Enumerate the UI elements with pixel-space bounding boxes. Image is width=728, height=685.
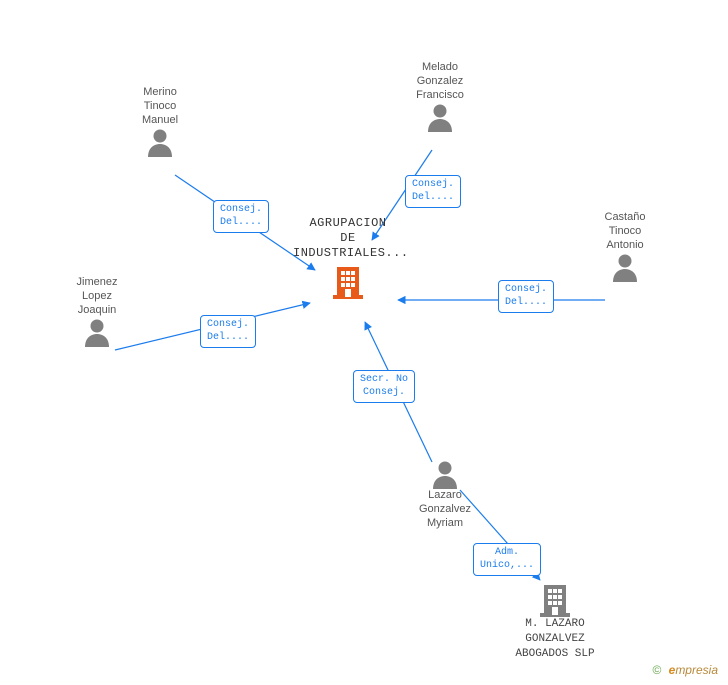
footer-credit: © empresia xyxy=(652,663,718,677)
edge-label-merino-center[interactable]: Consej. Del.... xyxy=(213,200,269,233)
diagram-canvas: AGRUPACION DE INDUSTRIALES... Merino Tino… xyxy=(0,0,728,685)
edge-label-lazaro-center[interactable]: Secr. No Consej. xyxy=(353,370,415,403)
node-castano[interactable]: Castaño Tinoco Antonio xyxy=(570,211,680,282)
edge-label-castano-center[interactable]: Consej. Del.... xyxy=(498,280,554,313)
copyright-symbol: © xyxy=(652,663,661,677)
node-melado[interactable]: Melado Gonzalez Francisco xyxy=(385,61,495,132)
person-icon xyxy=(390,459,500,489)
node-mlazaro[interactable]: M. LAZARO GONZALVEZ ABOGADOS SLP xyxy=(500,579,610,661)
person-icon xyxy=(385,102,495,132)
node-label: Melado Gonzalez Francisco xyxy=(416,61,464,101)
person-icon xyxy=(105,127,215,157)
edge-label-melado-center[interactable]: Consej. Del.... xyxy=(405,175,461,208)
building-icon xyxy=(500,583,610,617)
edge-label-lazaro-mlazaro[interactable]: Adm. Unico,... xyxy=(473,543,541,576)
node-merino[interactable]: Merino Tinoco Manuel xyxy=(105,86,215,157)
node-label: Jimenez Lopez Joaquin xyxy=(77,276,118,316)
node-label: AGRUPACION DE INDUSTRIALES... xyxy=(293,216,409,260)
node-lazaro[interactable]: Lazaro Gonzalvez Myriam xyxy=(390,459,500,530)
node-jimenez[interactable]: Jimenez Lopez Joaquin xyxy=(42,276,152,347)
node-label: Merino Tinoco Manuel xyxy=(142,86,178,126)
node-label: Castaño Tinoco Antonio xyxy=(605,211,646,251)
node-label: Lazaro Gonzalvez Myriam xyxy=(419,489,471,529)
person-icon xyxy=(42,317,152,347)
edge-label-jimenez-center[interactable]: Consej. Del.... xyxy=(200,315,256,348)
node-center[interactable]: AGRUPACION DE INDUSTRIALES... xyxy=(293,216,403,299)
brand: empresia xyxy=(669,663,718,677)
node-label: M. LAZARO GONZALVEZ ABOGADOS SLP xyxy=(515,618,594,660)
person-icon xyxy=(570,252,680,282)
building-icon xyxy=(293,265,403,299)
